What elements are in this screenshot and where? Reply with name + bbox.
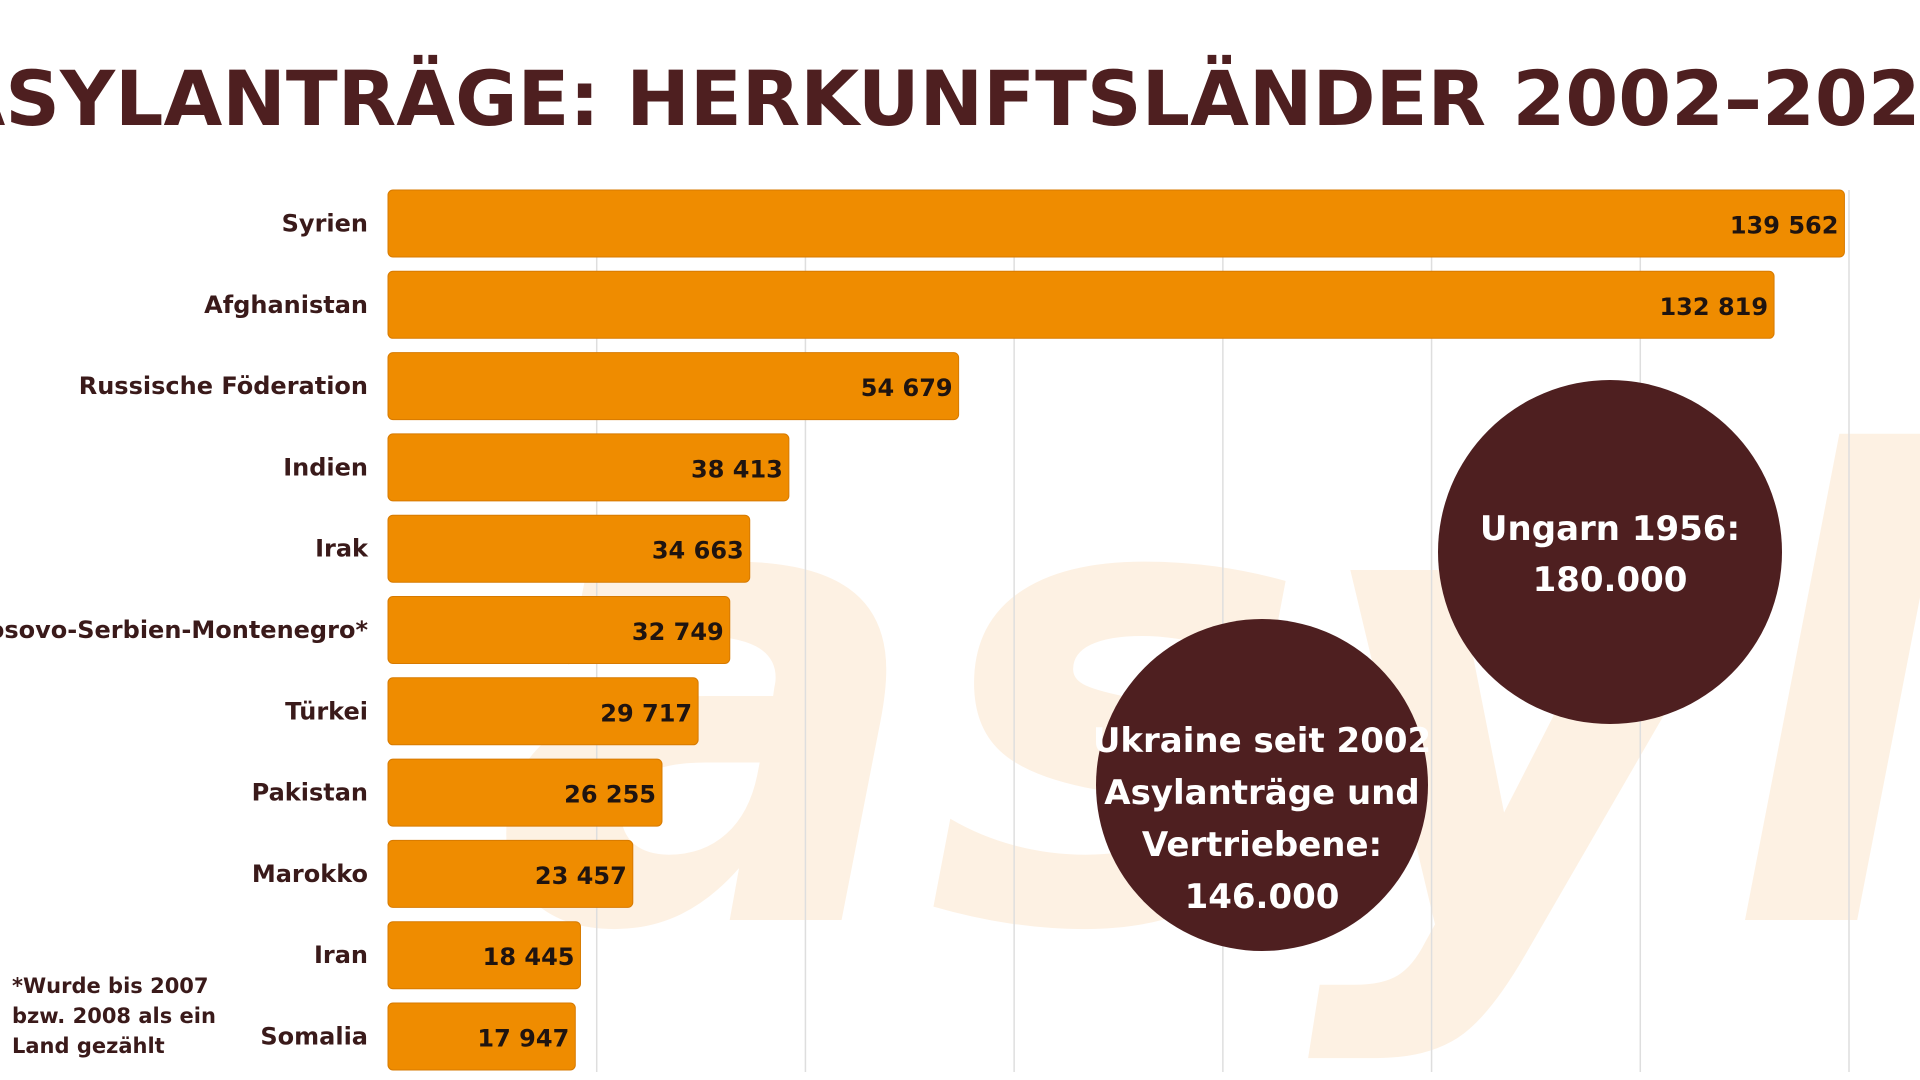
bar-iran [387,921,581,990]
category-label: Pakistan [252,779,368,807]
bar-indien [387,433,790,502]
annotation-bubble [1438,380,1782,724]
bar-afghanistan [387,270,1775,339]
bar-somalia [387,1002,576,1071]
category-label: Russische Föderation [79,372,368,400]
category-label: Irak [315,535,369,563]
annotation-text: Asylanträge und [1104,773,1419,813]
value-label: 34 663 [652,537,744,565]
value-label: 132 819 [1659,293,1768,321]
value-label: 29 717 [600,699,692,727]
annotation-text: Ukraine seit 2002 [1093,721,1431,761]
category-label: Afghanistan [204,291,368,319]
category-label: Indien [283,453,368,481]
annotation-text: Ungarn 1956: [1480,509,1740,549]
footnote-line: bzw. 2008 als ein [12,1004,216,1028]
footnote-line: Land gezählt [12,1034,165,1058]
value-label: 18 445 [483,943,575,971]
value-label: 17 947 [477,1025,569,1053]
value-labels: 139 562 132 819 54 679 38 413 34 663 32 749 29… [477,212,1838,1053]
chart-title: ASYLANTRÄGE: HERKUNFTSLÄNDER 2002–2025 [0,54,1920,143]
bar-kosovo-serbien-montenegro- [387,596,731,664]
footnote: *Wurde bis 2007 bzw. 2008 als ein Land gez… [12,974,216,1058]
bars-group [387,189,1845,1071]
bar-irak [387,514,751,583]
value-label: 32 749 [632,618,724,646]
value-label: 54 679 [861,374,953,402]
category-label: Iran [314,941,368,969]
annotation-text: Vertriebene: [1142,825,1382,865]
footnote-line: *Wurde bis 2007 [12,974,209,998]
category-labels: Syrien Afghanistan Russische Föderation Ind… [0,210,369,1051]
annotation-text: 146.000 [1185,877,1340,917]
bar-t-rkei [387,677,699,746]
category-label: Türkei [285,697,368,725]
category-label: Kosovo-Serbien-Montenegro* [0,616,368,644]
category-label: Somalia [260,1023,368,1051]
value-label: 38 413 [691,455,783,483]
bar-russische-f-deration [387,352,960,421]
value-label: 23 457 [535,862,627,890]
value-label: 26 255 [564,781,656,809]
bar-pakistan [387,758,663,827]
bar-syrien [387,189,1845,258]
annotation-bubble [1096,619,1428,951]
value-label: 139 562 [1730,212,1839,240]
annotation-bubbles: Ungarn 1956: 180.000 Ukraine seit 2002 Asyl… [1093,380,1782,951]
annotation-text: 180.000 [1533,560,1688,600]
category-label: Syrien [282,210,368,238]
category-label: Marokko [252,860,368,888]
bar-marokko [387,839,634,908]
